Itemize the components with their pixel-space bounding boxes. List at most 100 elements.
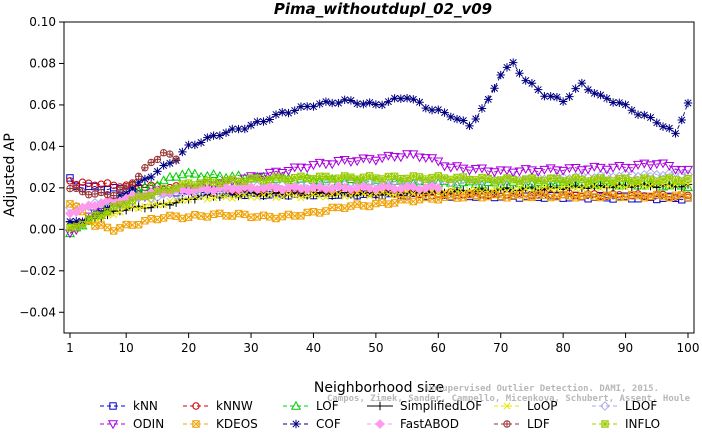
legend-marker [503, 402, 511, 410]
data-point [378, 198, 386, 207]
data-point [97, 188, 105, 197]
data-point [141, 192, 149, 201]
data-point [447, 175, 455, 184]
data-point [184, 179, 193, 187]
data-point [184, 213, 193, 221]
legend-item-cof: COF [283, 417, 341, 431]
data-point [171, 171, 182, 181]
data-point [103, 191, 112, 199]
data-point [85, 179, 93, 187]
data-point [165, 159, 175, 168]
data-point [296, 102, 306, 111]
data-point [96, 199, 107, 209]
data-point [166, 150, 174, 158]
data-point [640, 174, 649, 182]
data-point [320, 160, 331, 170]
data-point [297, 194, 305, 202]
data-point [558, 166, 569, 176]
data-point [503, 187, 511, 195]
data-point [203, 177, 212, 185]
data-point [141, 217, 149, 225]
data-point [72, 217, 81, 226]
data-point [210, 194, 218, 202]
data-point [409, 172, 418, 180]
data-point [596, 90, 605, 100]
legend-item-loop: LoOP [494, 399, 558, 413]
data-point [359, 190, 367, 198]
data-point [384, 172, 393, 181]
data-point [677, 115, 686, 125]
data-point [620, 163, 631, 173]
data-point [65, 217, 75, 226]
data-point [622, 183, 630, 191]
watermark-line-1: Unsupervised Outlier Detection. DAMI, 20… [426, 383, 659, 394]
data-point [284, 210, 293, 219]
data-point [484, 192, 492, 201]
data-point [528, 187, 536, 195]
data-point [552, 183, 562, 192]
data-point [608, 163, 619, 173]
data-point [434, 190, 442, 198]
data-point [428, 187, 436, 196]
data-point [364, 183, 375, 194]
data-point [421, 103, 431, 113]
data-point [234, 124, 243, 134]
data-point [240, 124, 249, 134]
data-point [553, 185, 561, 194]
data-point [147, 191, 155, 200]
data-point [183, 167, 194, 177]
data-point [396, 94, 406, 103]
data-point [515, 69, 524, 78]
data-point [166, 211, 174, 220]
watermark: Unsupervised Outlier Detection. DAMI, 20… [327, 383, 691, 404]
data-point [434, 172, 443, 180]
data-point [191, 181, 199, 189]
data-point [147, 214, 155, 223]
x-tick-label: 10 [119, 341, 134, 355]
data-point [178, 214, 187, 223]
data-point [472, 176, 480, 184]
data-point [558, 97, 568, 106]
data-point [159, 161, 168, 170]
data-point [484, 174, 492, 183]
data-point [458, 164, 469, 174]
data-point [409, 197, 418, 206]
data-point [135, 204, 143, 213]
data-point [409, 190, 417, 198]
legend-marker [107, 420, 119, 430]
data-point [497, 176, 505, 184]
data-point [296, 183, 306, 194]
data-point [327, 98, 337, 108]
data-point [122, 183, 130, 191]
data-point [202, 184, 213, 195]
data-point [66, 184, 74, 193]
legend-label: ODIN [133, 417, 164, 431]
data-point [534, 176, 542, 185]
data-point [433, 183, 444, 194]
data-point [266, 213, 274, 221]
data-point [322, 207, 330, 215]
data-point [565, 92, 574, 101]
data-point [347, 173, 355, 181]
data-point [384, 190, 392, 198]
data-point [364, 155, 375, 164]
x-tick-label: 70 [493, 341, 508, 355]
y-tick-label: 0.04 [29, 139, 56, 153]
data-point [284, 191, 293, 199]
data-point [116, 224, 124, 232]
data-point [633, 160, 644, 170]
data-point [415, 173, 424, 181]
data-point [166, 197, 174, 205]
data-point [303, 102, 312, 111]
data-point [477, 104, 487, 113]
data-point [153, 215, 162, 224]
data-point [603, 182, 611, 190]
data-point [341, 192, 349, 200]
data-point [228, 124, 237, 134]
data-point [103, 223, 112, 232]
data-point [571, 174, 580, 182]
y-axis-label: Adjusted AP [2, 133, 18, 217]
data-point [428, 173, 436, 182]
data-point [503, 174, 511, 182]
legend-item-knnw: kNNW [183, 399, 253, 413]
